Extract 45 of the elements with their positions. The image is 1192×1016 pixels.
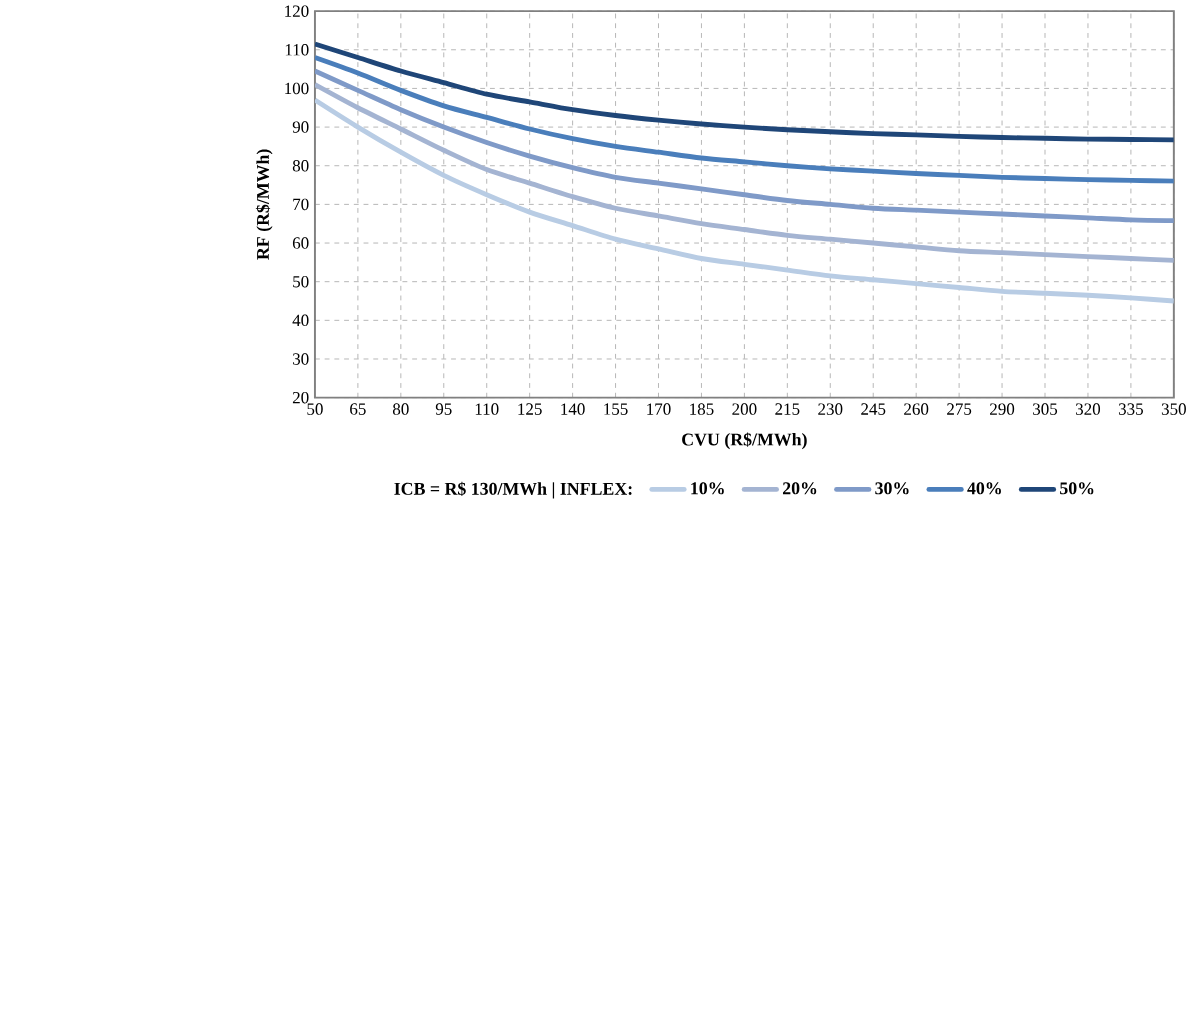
x-tick-label: 200 [732, 403, 757, 415]
legend-label: 30% [875, 482, 909, 495]
x-tick-label: 65 [350, 403, 366, 415]
line-series [314, 97, 1174, 304]
legend-label: 40% [967, 482, 1001, 495]
line-series [314, 82, 1174, 263]
legend-title: ICB = R$ 130/MWh | INFLEX: [394, 481, 632, 499]
x-tick-label: 230 [818, 403, 843, 415]
y-tick-label: 100 [285, 82, 309, 95]
x-tick-label: 245 [861, 403, 886, 415]
y-tick-label: 90 [292, 121, 309, 133]
y-tick-label: 110 [285, 44, 309, 56]
y-tick-label: 20 [292, 391, 309, 404]
x-tick-label: 320 [1076, 403, 1101, 415]
y-tick-label: 50 [293, 275, 309, 288]
y-axis-title: RF (R$/MWh) [255, 149, 273, 260]
x-tick-label: 80 [392, 403, 409, 415]
x-tick-label: 305 [1033, 403, 1058, 415]
y-tick-label: 40 [292, 314, 309, 327]
legend-label: 50% [1060, 482, 1094, 495]
x-tick-label: 125 [518, 403, 542, 415]
x-tick-label: 260 [904, 403, 929, 415]
y-tick-label: 60 [292, 237, 309, 249]
x-tick-label: 155 [604, 403, 628, 415]
line-series [314, 41, 1174, 143]
legend-label: 10% [691, 482, 724, 495]
x-tick-label: 50 [307, 403, 323, 415]
x-axis-title: CVU (R$/MWh) [682, 432, 807, 450]
legend-label: 20% [782, 482, 817, 495]
y-tick-label: 30 [293, 353, 309, 365]
y-tick-label: 80 [292, 159, 309, 172]
line-series [314, 55, 1174, 184]
x-tick-label: 110 [475, 403, 499, 415]
x-tick-label: 185 [690, 403, 714, 415]
x-tick-label: 215 [775, 403, 800, 415]
y-tick-label: 70 [293, 198, 309, 211]
x-tick-label: 95 [435, 403, 452, 415]
x-tick-label: 170 [647, 403, 671, 415]
x-tick-label: 290 [990, 403, 1015, 415]
x-tick-label: 140 [561, 403, 585, 415]
line-series [314, 68, 1174, 224]
x-tick-label: 350 [1161, 403, 1186, 415]
x-tick-label: 275 [947, 403, 972, 415]
y-tick-label: 120 [285, 5, 309, 17]
x-tick-label: 335 [1118, 403, 1143, 415]
